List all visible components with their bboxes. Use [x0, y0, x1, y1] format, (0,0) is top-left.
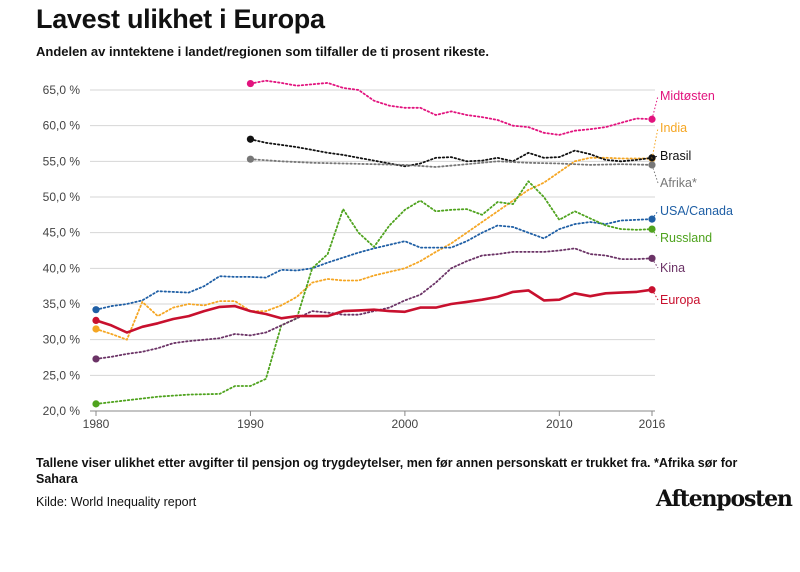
- chart-title: Lavest ulikhet i Europa: [36, 4, 325, 34]
- series-start-point-midtøsten: [246, 79, 255, 88]
- source-text: Kilde: World Inequality report: [36, 495, 197, 509]
- label-connector-usa-canada: [651, 210, 659, 220]
- series-line-afrika: [249, 158, 653, 168]
- label-connector-brasil: [651, 155, 659, 159]
- series-label-kina: Kina: [660, 261, 685, 275]
- y-tick-label: 55,0 %: [43, 154, 81, 168]
- y-tick-label: 50,0 %: [43, 190, 81, 204]
- y-tick-label: 40,0 %: [43, 261, 81, 275]
- label-connector-india: [651, 127, 659, 159]
- series-start-point-brasil: [246, 135, 255, 143]
- chart-subtitle: Andelen av inntektene i landet/regionen …: [36, 44, 489, 59]
- series-label-midtøsten: Midtøsten: [660, 89, 715, 103]
- series-start-point-afrika: [246, 155, 255, 163]
- series-start-point-russland: [92, 400, 100, 408]
- series-lines: [92, 79, 656, 408]
- x-tick-label: 1990: [237, 417, 264, 431]
- series-label-russland: Russland: [660, 231, 712, 245]
- gridlines: [90, 89, 655, 412]
- y-tick-label: 65,0 %: [43, 83, 81, 97]
- y-tick-label: 45,0 %: [43, 226, 81, 240]
- y-tick-label: 35,0 %: [43, 297, 81, 311]
- x-tick-label: 1980: [83, 417, 110, 431]
- x-tick-label: 2000: [392, 417, 419, 431]
- series-line-kina: [95, 247, 653, 360]
- y-tick-label: 30,0 %: [43, 333, 81, 347]
- label-connector-midtøsten: [651, 95, 659, 120]
- series-labels: Midtøsten India Brasil Afrika* USA/Canada Rus…: [651, 89, 733, 307]
- series-line-europa: [94, 288, 654, 334]
- series-label-brasil: Brasil: [660, 149, 691, 163]
- series-start-point-europa: [92, 316, 100, 325]
- series-line-midtøsten: [249, 79, 653, 136]
- series-line-brasil: [249, 138, 653, 168]
- series-label-europa: Europa: [660, 293, 700, 307]
- series-label-usa-canada: USA/Canada: [660, 204, 733, 218]
- aftenposten-logo: Aftenposten: [656, 486, 793, 512]
- series-line-india: [95, 156, 653, 341]
- series-start-point-india: [92, 325, 100, 333]
- x-tick-label: 2016: [639, 417, 666, 431]
- y-tick-label: 25,0 %: [43, 368, 81, 382]
- x-axis-ticks: 1980 1990 2000 2010 2016: [83, 411, 666, 431]
- y-tick-label: 20,0 %: [43, 404, 81, 418]
- footnote: Tallene viser ulikhet etter avgifter til…: [36, 456, 738, 486]
- series-line-usa-canada: [95, 218, 653, 311]
- series-start-point-usa-canada: [92, 306, 100, 314]
- series-line-russland: [95, 180, 653, 405]
- series-label-afrika: Afrika*: [660, 176, 697, 190]
- y-tick-label: 60,0 %: [43, 119, 81, 133]
- x-tick-label: 2010: [546, 417, 573, 431]
- series-label-india: India: [660, 121, 687, 135]
- series-start-point-kina: [92, 355, 100, 363]
- y-axis-ticks: 20,0 % 25,0 % 30,0 % 35,0 % 40,0 % 45,0 % 50,0…: [43, 83, 81, 418]
